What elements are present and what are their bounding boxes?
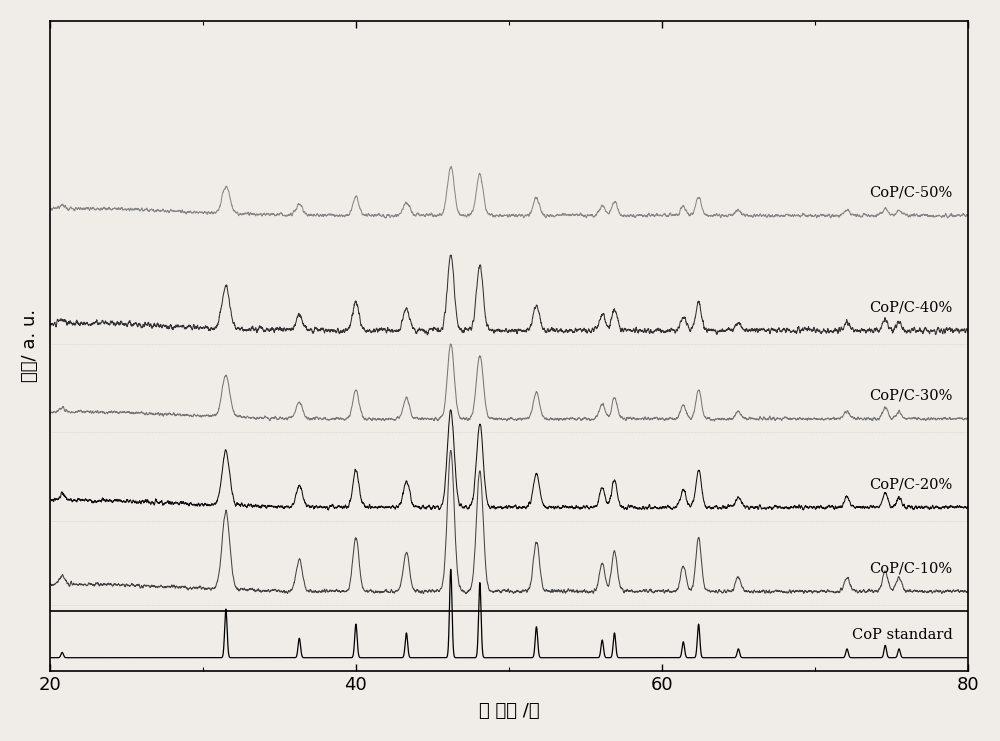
Text: CoP/C-30%: CoP/C-30% xyxy=(869,389,953,403)
X-axis label: 衍 射角 /度: 衍 射角 /度 xyxy=(479,702,539,720)
Y-axis label: 强度/ a. u.: 强度/ a. u. xyxy=(21,309,39,382)
Text: CoP standard: CoP standard xyxy=(852,628,953,642)
Text: CoP/C-40%: CoP/C-40% xyxy=(869,301,953,314)
Text: CoP/C-10%: CoP/C-10% xyxy=(869,562,953,576)
Text: CoP/C-50%: CoP/C-50% xyxy=(869,185,953,199)
Text: CoP/C-20%: CoP/C-20% xyxy=(869,477,953,491)
